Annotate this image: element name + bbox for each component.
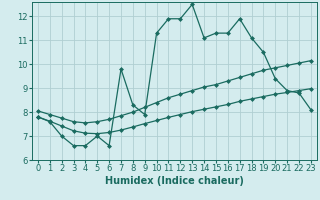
X-axis label: Humidex (Indice chaleur): Humidex (Indice chaleur) <box>105 176 244 186</box>
